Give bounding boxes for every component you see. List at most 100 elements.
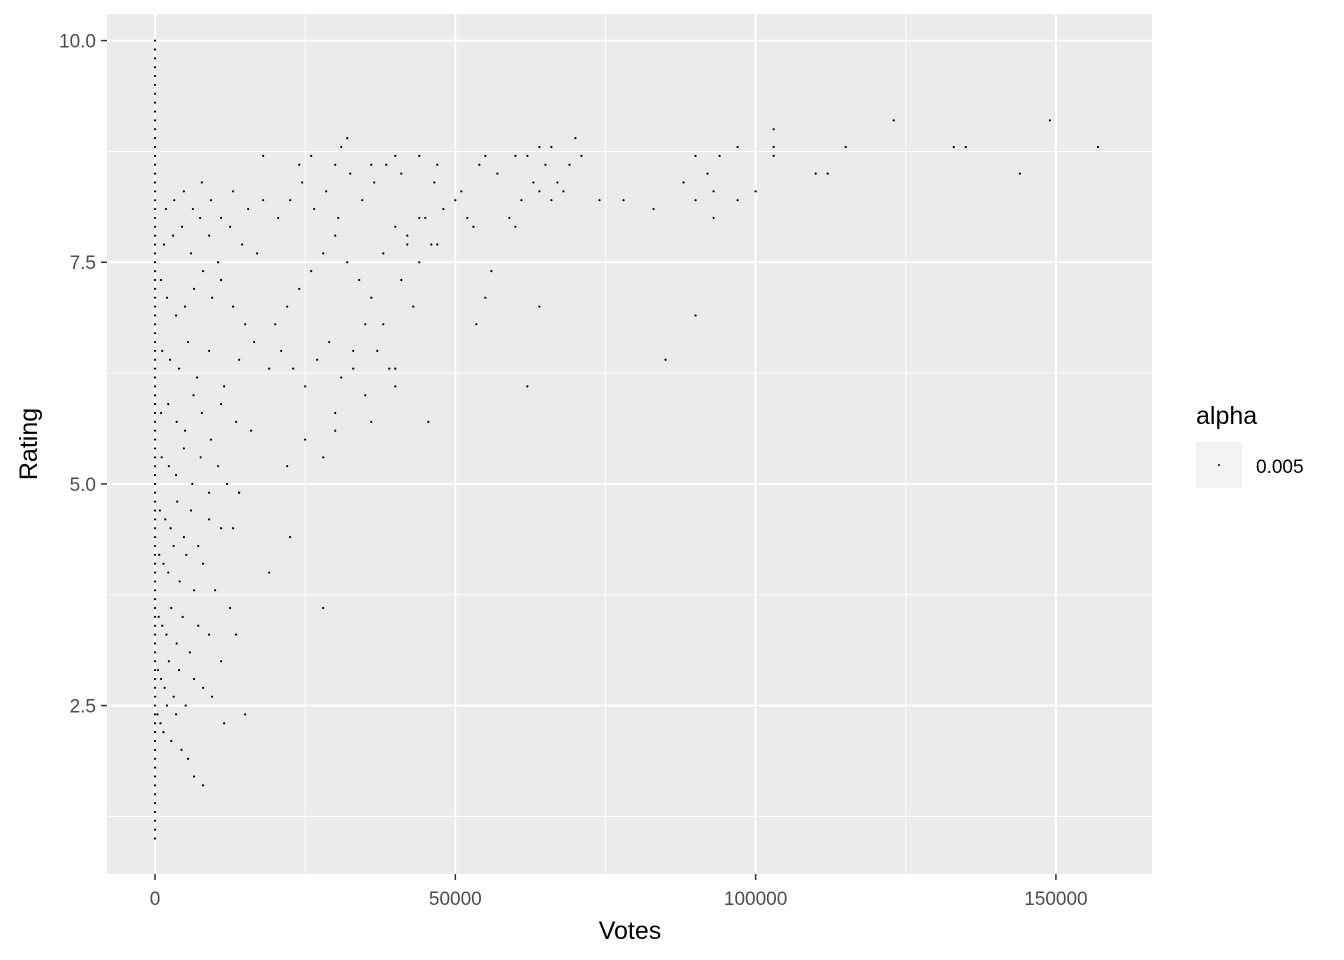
data-point xyxy=(322,607,324,609)
data-point xyxy=(154,323,156,325)
data-point xyxy=(220,279,222,281)
data-point xyxy=(544,164,546,166)
data-point xyxy=(382,323,384,325)
data-point xyxy=(175,713,177,715)
data-point xyxy=(154,350,156,352)
data-point xyxy=(183,536,185,538)
data-point xyxy=(154,368,156,370)
data-point xyxy=(562,190,564,192)
y-tick-label: 5.0 xyxy=(70,475,96,496)
data-point xyxy=(550,199,552,201)
data-point xyxy=(202,784,204,786)
data-point xyxy=(232,305,234,307)
data-point xyxy=(154,447,156,449)
x-tick-label: 0 xyxy=(150,889,161,910)
data-point xyxy=(154,235,156,237)
data-point xyxy=(154,527,156,529)
data-point xyxy=(664,359,666,361)
data-point xyxy=(292,368,294,370)
data-point xyxy=(893,119,895,121)
data-point xyxy=(712,190,714,192)
data-point xyxy=(244,713,246,715)
data-point xyxy=(162,731,164,733)
data-point xyxy=(154,270,156,272)
data-point xyxy=(175,314,177,316)
data-point xyxy=(532,181,534,183)
data-point xyxy=(352,350,354,352)
data-point xyxy=(154,412,156,414)
data-point xyxy=(737,199,739,201)
data-point xyxy=(192,208,194,210)
data-point xyxy=(161,625,163,627)
data-point xyxy=(208,492,210,494)
data-point xyxy=(337,217,339,219)
data-point xyxy=(277,217,279,219)
data-point xyxy=(496,172,498,174)
data-point xyxy=(157,669,159,671)
data-point xyxy=(167,403,169,405)
data-point xyxy=(166,297,168,299)
data-point xyxy=(154,571,156,573)
data-point xyxy=(210,199,212,201)
data-point xyxy=(364,394,366,396)
data-point xyxy=(192,394,194,396)
data-point xyxy=(156,713,158,715)
y-tick-label: 7.5 xyxy=(70,253,96,274)
data-point xyxy=(173,199,175,201)
data-point xyxy=(253,341,255,343)
data-point xyxy=(154,704,156,706)
data-point xyxy=(158,554,160,556)
data-point xyxy=(154,93,156,95)
data-point xyxy=(154,758,156,760)
data-point xyxy=(189,651,191,653)
data-point xyxy=(154,625,156,627)
data-point xyxy=(424,217,426,219)
data-point xyxy=(526,385,528,387)
data-point xyxy=(154,492,156,494)
data-point xyxy=(154,164,156,166)
data-point xyxy=(154,554,156,556)
data-point xyxy=(202,563,204,565)
data-point xyxy=(508,217,510,219)
data-point xyxy=(154,199,156,201)
data-point xyxy=(178,669,180,671)
data-point xyxy=(169,359,171,361)
data-point xyxy=(154,696,156,698)
data-point xyxy=(154,341,156,343)
data-point xyxy=(737,146,739,148)
data-point xyxy=(160,279,162,281)
data-point xyxy=(454,199,456,201)
data-point xyxy=(712,217,714,219)
data-point xyxy=(262,199,264,201)
data-point xyxy=(154,651,156,653)
data-point xyxy=(154,607,156,609)
data-point xyxy=(211,696,213,698)
data-point xyxy=(154,305,156,307)
data-point xyxy=(316,359,318,361)
data-point xyxy=(412,305,414,307)
data-point xyxy=(442,208,444,210)
data-point xyxy=(382,252,384,254)
y-tick-label: 2.5 xyxy=(70,697,96,718)
data-point xyxy=(154,545,156,547)
data-point xyxy=(217,465,219,467)
legend-title: alpha xyxy=(1196,402,1257,430)
data-point xyxy=(154,403,156,405)
data-point xyxy=(199,217,201,219)
data-point xyxy=(334,430,336,432)
data-point xyxy=(200,456,202,458)
data-point xyxy=(154,172,156,174)
data-point xyxy=(162,563,164,565)
data-point xyxy=(220,660,222,662)
data-point xyxy=(289,536,291,538)
data-point xyxy=(191,483,193,485)
data-point xyxy=(322,456,324,458)
data-point xyxy=(211,297,213,299)
data-point xyxy=(394,385,396,387)
data-point xyxy=(159,722,161,724)
y-axis-ticks: 2.55.07.510.0 xyxy=(59,32,107,718)
data-point xyxy=(472,226,474,228)
data-point xyxy=(418,261,420,263)
data-point xyxy=(965,146,967,148)
data-point xyxy=(490,270,492,272)
